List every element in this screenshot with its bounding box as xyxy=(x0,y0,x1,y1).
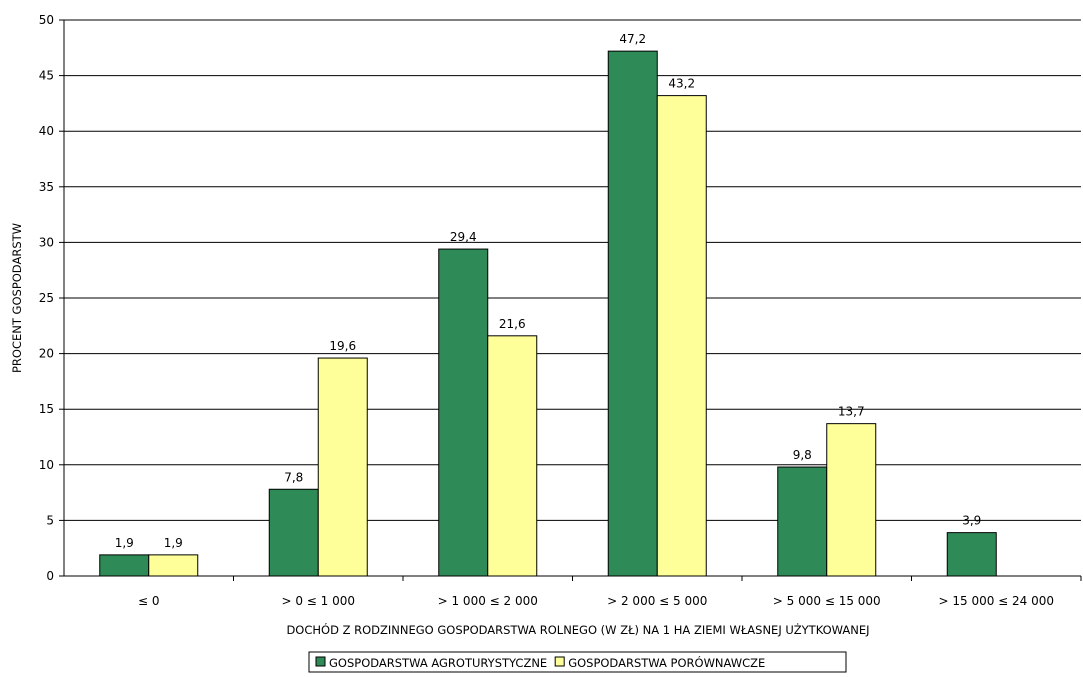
data-label: 29,4 xyxy=(450,230,477,244)
data-labels: 1,9 1,9 7,8 19,6 29,4 21,6 47,2 43,2 9,8 13,7 3,9 xyxy=(115,32,982,550)
bar xyxy=(946,532,997,577)
x-tick-label: ≤ 0 xyxy=(138,594,160,608)
y-axis-title: PROCENT GOSPODARSTW xyxy=(10,223,24,373)
bar xyxy=(826,423,877,577)
legend-box xyxy=(308,651,847,673)
legend: GOSPODARSTWA AGROTURYSTYCZNE GOSPODARSTWA… xyxy=(308,651,847,673)
data-label: 47,2 xyxy=(619,32,646,46)
x-tick-label: > 15 000 ≤ 24 000 xyxy=(938,594,1054,608)
x-tick-label: > 2 000 ≤ 5 000 xyxy=(607,594,707,608)
y-tick-label: 25 xyxy=(39,291,54,305)
bar xyxy=(487,335,538,577)
x-tick-label: > 5 000 ≤ 15 000 xyxy=(773,594,881,608)
bar xyxy=(777,466,828,577)
data-label: 21,6 xyxy=(499,317,526,331)
data-label: 9,8 xyxy=(793,448,812,462)
x-tick-label: > 0 ≤ 1 000 xyxy=(281,594,355,608)
x-tick-label: > 1 000 ≤ 2 000 xyxy=(438,594,538,608)
y-tick-label: 35 xyxy=(39,180,54,194)
data-label: 43,2 xyxy=(668,77,695,91)
bar xyxy=(438,248,489,577)
y-tick-label: 20 xyxy=(39,347,54,361)
y-tick-label: 15 xyxy=(39,402,54,416)
data-label: 1,9 xyxy=(164,536,183,550)
bar xyxy=(656,95,707,577)
bars xyxy=(99,50,997,577)
bar xyxy=(317,357,368,577)
data-label: 7,8 xyxy=(284,470,303,484)
y-tick-label: 45 xyxy=(39,69,54,83)
bar xyxy=(99,554,150,577)
legend-label: GOSPODARSTWA AGROTURYSTYCZNE xyxy=(329,656,547,670)
data-label: 3,9 xyxy=(962,514,981,528)
bar xyxy=(148,554,199,577)
data-label: 1,9 xyxy=(115,536,134,550)
y-tick-label: 50 xyxy=(39,13,54,27)
y-tick-label: 30 xyxy=(39,235,54,249)
legend-label: GOSPODARSTWA PORÓWNAWCZE xyxy=(568,655,765,670)
gridlines xyxy=(64,19,1081,521)
y-tick-label: 40 xyxy=(39,124,54,138)
y-tick-label: 5 xyxy=(46,513,54,527)
data-label: 19,6 xyxy=(329,339,356,353)
bar xyxy=(607,50,658,577)
legend-swatch xyxy=(315,656,326,667)
y-tick-label: 10 xyxy=(39,458,54,472)
y-tick-label: 0 xyxy=(46,569,54,583)
x-axis-title: DOCHÓD Z RODZINNEGO GOSPODARSTWA ROLNEGO… xyxy=(286,622,869,637)
data-label: 13,7 xyxy=(838,405,865,419)
legend-swatch xyxy=(554,656,565,667)
axes: 0 5 10 15 20 25 30 35 40 45 50 ≤ 0 > 0 ≤ 1 000 > 1 00… xyxy=(39,13,1082,608)
bar xyxy=(268,488,319,577)
